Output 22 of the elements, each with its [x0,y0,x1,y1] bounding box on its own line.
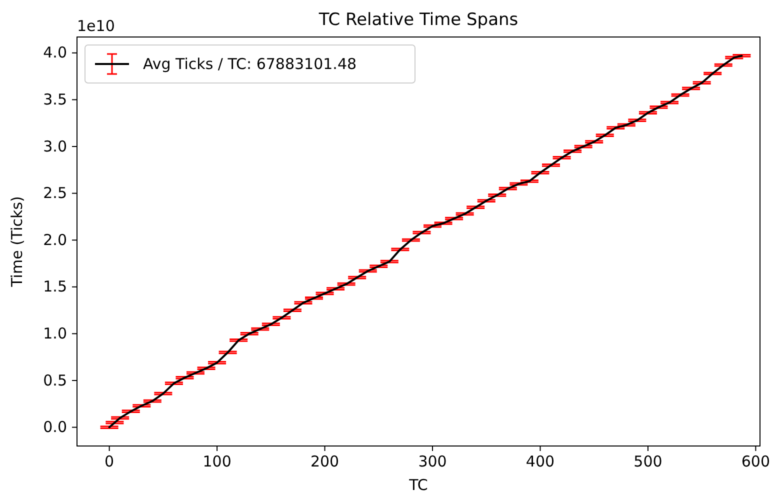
x-tick-label: 100 [202,452,232,471]
y-tick-label: 1.5 [43,278,67,296]
x-tick-label: 200 [310,452,340,471]
y-tick-label: 0.0 [43,418,67,436]
x-tick-label: 300 [418,452,447,471]
text: 1e10 [77,17,115,35]
x-axis-title: TC [408,476,428,494]
line-series [108,54,743,428]
y-tick-label: 2.0 [43,230,67,249]
y-axis-title: Time (Ticks) [8,196,26,288]
y-tick-label: 3.5 [43,90,67,109]
x-tick-label: 400 [526,452,555,471]
y-tick-label: 2.5 [43,184,67,202]
x-tick-label: 600 [741,452,770,471]
y-tick-label: 1.0 [43,324,67,342]
y-tick-label: 3.0 [43,137,67,156]
legend-label: Avg Ticks / TC: 67883101.48 [143,55,357,73]
x-tick-label: 500 [634,452,662,471]
x-tick-label: 0 [104,452,114,471]
y-tick-label: 4.0 [43,44,67,62]
y-tick-label: 0.5 [43,371,67,390]
chart-title: TC Relative Time Spans [318,10,518,30]
